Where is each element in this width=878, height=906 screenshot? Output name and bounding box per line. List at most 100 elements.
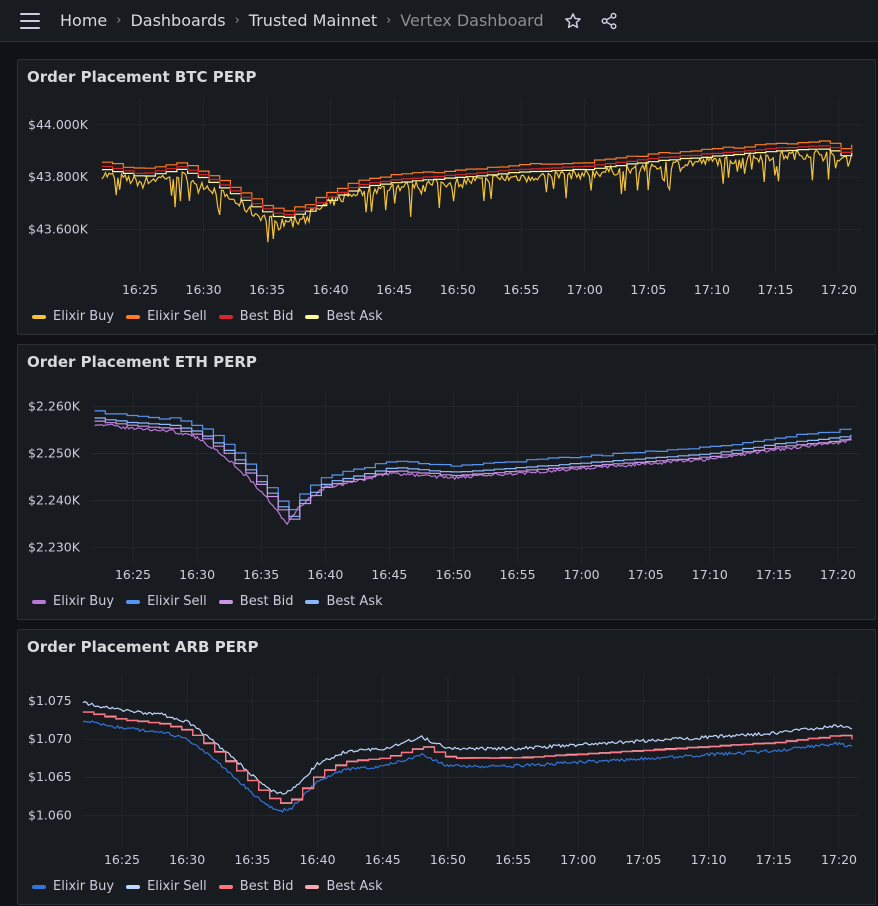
legend-swatch: [32, 884, 46, 889]
legend-swatch: [126, 884, 141, 889]
breadcrumb: Home › Dashboards › Trusted Mainnet › Ve…: [60, 11, 544, 30]
legend-label: Elixir Buy: [53, 309, 115, 324]
legend-item-elixir-buy[interactable]: Elixir Buy: [32, 309, 114, 324]
x-tick-label: 16:40: [300, 852, 336, 867]
x-tick-label: 17:15: [756, 567, 792, 582]
panel-title: Order Placement ARB PERP: [27, 638, 259, 656]
legend-item-best-ask[interactable]: Best Ask: [305, 309, 383, 324]
x-tick-label: 17:10: [691, 852, 727, 867]
y-tick-label: $2.260K: [28, 398, 81, 413]
legend-item-best-bid[interactable]: Best Bid: [218, 879, 294, 894]
legend: Elixir Buy Elixir Sell Best Bid Best Ask: [32, 594, 395, 609]
legend: Elixir Buy Elixir Sell Best Bid Best Ask: [32, 309, 395, 324]
x-tick-label: 16:45: [371, 567, 407, 582]
legend-item-best-ask[interactable]: Best Ask: [305, 594, 383, 609]
x-tick-label: 17:05: [628, 567, 664, 582]
grid: [84, 676, 858, 848]
chevron-right-icon: ›: [386, 13, 392, 28]
y-tick-label: $1.060: [28, 807, 72, 822]
legend-swatch: [32, 599, 46, 604]
series-line-best-ask: [101, 148, 853, 218]
x-tick-label: 16:50: [430, 852, 466, 867]
series-line-elixir-sell: [82, 701, 853, 795]
legend-item-elixir-sell[interactable]: Elixir Sell: [126, 594, 207, 609]
legend-swatch: [126, 599, 141, 604]
eth-chart: $2.260K $2.250K $2.240K $2.230K 16:25 16:30 16…: [28, 391, 859, 582]
legend-swatch: [32, 314, 46, 319]
legend-swatch: [126, 314, 141, 319]
y-tick-label: $43.600K: [28, 221, 89, 236]
y-tick-label: $2.240K: [28, 493, 81, 508]
grid: [96, 98, 861, 272]
btc-chart: $44.000K $43.800K $43.600K 16:25 16:30 16:35 1…: [28, 98, 861, 297]
share-icon[interactable]: [600, 12, 618, 30]
series-line-best-bid: [94, 420, 852, 520]
x-tick-label: 17:00: [564, 567, 600, 582]
y-tick-label: $2.230K: [28, 540, 81, 555]
legend-swatch: [218, 884, 233, 889]
legend-label: Best Ask: [326, 879, 383, 894]
x-tick-label: 17:05: [630, 282, 666, 297]
legend-swatch: [218, 314, 233, 319]
breadcrumb-home[interactable]: Home: [60, 11, 108, 30]
legend-label: Elixir Sell: [147, 879, 207, 894]
series-line-elixir-buy: [101, 148, 853, 243]
x-tick-label: 16:55: [503, 282, 539, 297]
x-tick-label: 16:35: [234, 852, 270, 867]
series-line-elixir-buy: [82, 720, 853, 813]
series-line-elixir-sell: [94, 410, 852, 511]
star-icon[interactable]: [564, 12, 582, 30]
y-tick-label: $44.000K: [28, 117, 89, 132]
x-tick-label: 16:30: [186, 282, 222, 297]
legend-item-elixir-sell[interactable]: Elixir Sell: [126, 879, 207, 894]
x-tick-label: 16:45: [365, 852, 401, 867]
legend-label: Best Bid: [239, 309, 294, 324]
legend-label: Best Bid: [239, 594, 294, 609]
x-tick-label: 17:15: [756, 852, 792, 867]
x-tick-label: 17:10: [694, 282, 730, 297]
x-tick-label: 16:30: [169, 852, 205, 867]
x-tick-label: 16:25: [122, 282, 158, 297]
legend-swatch: [305, 884, 320, 889]
x-tick-label: 17:20: [821, 282, 857, 297]
legend-item-elixir-buy[interactable]: Elixir Buy: [32, 879, 114, 894]
hamburger-icon[interactable]: [20, 12, 40, 29]
x-tick-label: 17:15: [757, 282, 793, 297]
legend-item-elixir-sell[interactable]: Elixir Sell: [126, 309, 207, 324]
series-line-best-bid: [82, 711, 853, 804]
x-tick-label: 17:20: [821, 852, 857, 867]
legend-label: Elixir Sell: [147, 594, 207, 609]
y-tick-label: $2.250K: [28, 445, 81, 460]
x-tick-label: 17:05: [625, 852, 661, 867]
breadcrumb-current: Vertex Dashboard: [400, 11, 544, 30]
breadcrumb-folder[interactable]: Trusted Mainnet: [248, 11, 378, 30]
series-line-best-ask: [82, 711, 853, 804]
legend-label: Best Bid: [239, 879, 294, 894]
x-tick-label: 16:25: [115, 567, 151, 582]
legend-item-best-bid[interactable]: Best Bid: [218, 309, 294, 324]
legend-item-elixir-buy[interactable]: Elixir Buy: [32, 594, 114, 609]
y-tick-label: $43.800K: [28, 169, 89, 184]
x-tick-label: 17:10: [692, 567, 728, 582]
chevron-right-icon: ›: [116, 13, 122, 28]
legend-label: Elixir Buy: [53, 879, 115, 894]
x-tick-label: 16:45: [376, 282, 412, 297]
series-line-elixir-sell: [101, 140, 853, 212]
x-tick-label: 16:35: [249, 282, 285, 297]
x-tick-label: 16:40: [307, 567, 343, 582]
series-line-elixir-buy: [94, 423, 851, 526]
x-tick-label: 16:55: [495, 852, 531, 867]
panel-btc: Order Placement BTC PERP $44.000K $43.800…: [17, 59, 876, 335]
chevron-right-icon: ›: [234, 13, 240, 28]
x-tick-label: 16:25: [104, 852, 140, 867]
series-line-best-bid: [101, 145, 853, 216]
legend-item-best-ask[interactable]: Best Ask: [305, 879, 383, 894]
x-tick-label: 17:00: [560, 852, 596, 867]
x-tick-label: 16:50: [435, 567, 471, 582]
panel-arb: Order Placement ARB PERP $1.075 $1.070 $1.…: [17, 629, 876, 905]
legend-item-best-bid[interactable]: Best Bid: [218, 594, 294, 609]
legend-label: Best Ask: [326, 594, 383, 609]
y-tick-label: $1.070: [28, 731, 72, 746]
breadcrumb-dashboards[interactable]: Dashboards: [130, 11, 226, 30]
legend-label: Best Ask: [326, 309, 383, 324]
